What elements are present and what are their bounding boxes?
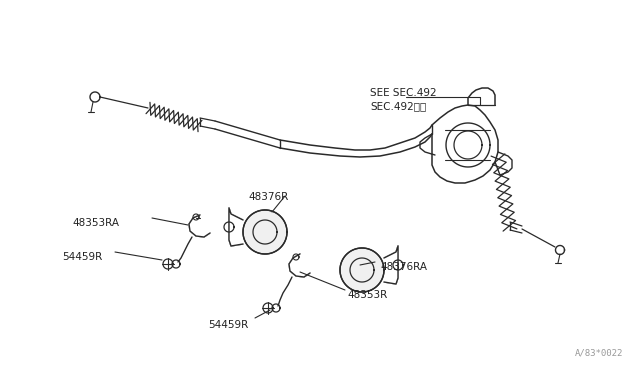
Polygon shape — [340, 248, 384, 292]
Text: 54459R: 54459R — [208, 320, 248, 330]
Text: SEC.492参図: SEC.492参図 — [370, 101, 426, 111]
Text: 48353R: 48353R — [347, 290, 387, 300]
Text: 54459R: 54459R — [62, 252, 102, 262]
Text: 48353RA: 48353RA — [72, 218, 119, 228]
Text: SEE SEC.492: SEE SEC.492 — [370, 88, 436, 98]
Text: 48376R: 48376R — [248, 192, 288, 202]
Polygon shape — [229, 208, 243, 246]
Polygon shape — [289, 254, 310, 277]
Polygon shape — [556, 246, 564, 254]
Text: A/83*0022: A/83*0022 — [575, 349, 623, 358]
Polygon shape — [90, 92, 100, 102]
Polygon shape — [189, 215, 210, 237]
Text: 48376RA: 48376RA — [380, 262, 427, 272]
Polygon shape — [446, 123, 490, 167]
Polygon shape — [243, 210, 287, 254]
Polygon shape — [384, 246, 398, 284]
